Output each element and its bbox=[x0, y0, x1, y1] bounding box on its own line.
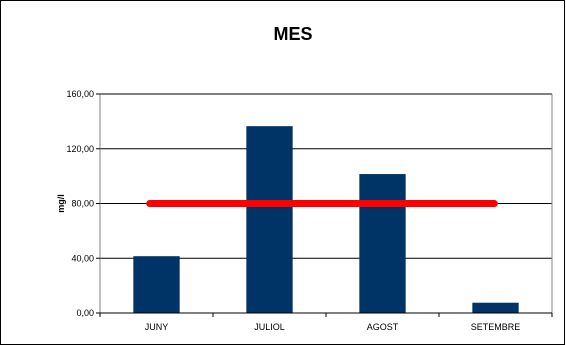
bars bbox=[133, 126, 519, 314]
bar bbox=[133, 256, 180, 313]
bar bbox=[246, 126, 293, 314]
bar bbox=[359, 174, 406, 313]
x-tick-label: JULIOL bbox=[254, 322, 285, 332]
x-tick-labels: JUNY JULIOL AGOST SETEMBRE bbox=[99, 313, 553, 332]
x-tick-label: AGOST bbox=[367, 322, 399, 332]
x-tick-label: JUNY bbox=[145, 322, 169, 332]
x-tick-label: SETEMBRE bbox=[471, 322, 521, 332]
y-tick-labels: 0,00 40,00 80,00 120,00 160,00 bbox=[66, 89, 100, 318]
chart-title: MES bbox=[273, 24, 312, 44]
y-tick-label: 120,00 bbox=[66, 144, 94, 154]
y-tick-label: 0,00 bbox=[76, 308, 94, 318]
y-tick-label: 160,00 bbox=[66, 89, 94, 99]
y-tick-label: 80,00 bbox=[71, 199, 94, 209]
y-tick-label: 40,00 bbox=[71, 253, 94, 263]
bar bbox=[472, 302, 519, 313]
y-axis-title: mg/l bbox=[56, 194, 66, 213]
